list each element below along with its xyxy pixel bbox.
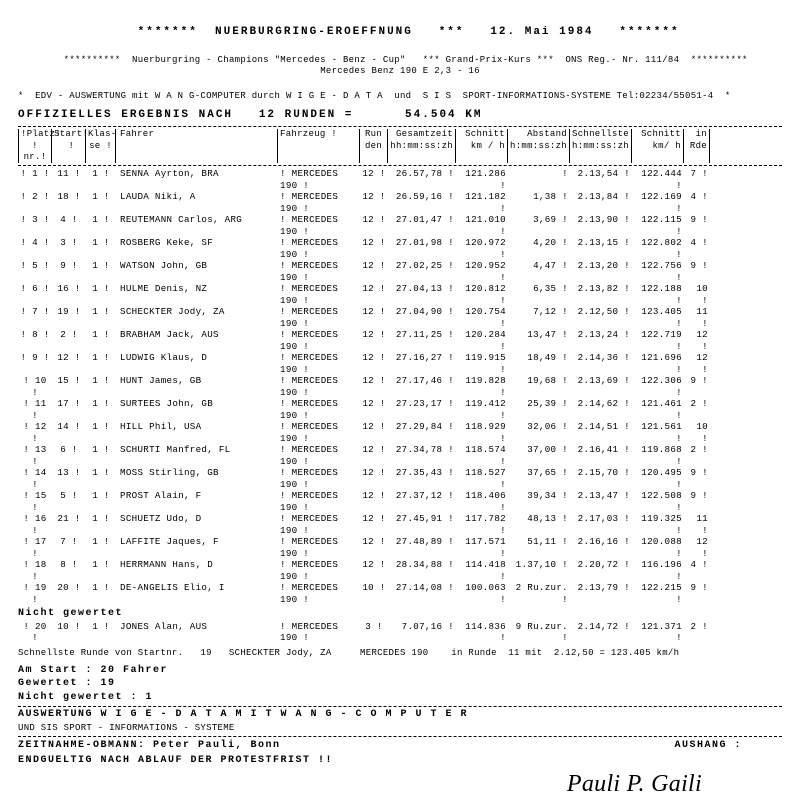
gewertet: Gewertet : 19 [18, 678, 782, 691]
aushang: AUSHANG : [674, 740, 782, 753]
table-row: ! 8 !2 !1 !BRABHAM Jack, AUS! MERCEDES 1… [18, 329, 782, 352]
am-start: Am Start : 20 Fahrer [18, 665, 782, 678]
nicht-gewertet-count: Nicht gewertet : 1 [18, 692, 782, 705]
header-line2: ********** Nuerburgring - Champions "Mer… [18, 44, 782, 67]
auswertung: AUSWERTUNG W I G E - D A T A M I T W A N… [18, 709, 782, 722]
table-row: ! 12 !14 !1 !HILL Phil, USA! MERCEDES 19… [18, 421, 782, 444]
table-row: ! 16 !21 !1 !SCHUETZ Udo, D! MERCEDES 19… [18, 513, 782, 536]
table-row: ! 4 !3 !1 !ROSBERG Keke, SF! MERCEDES 19… [18, 237, 782, 260]
table-row: ! 20 !10 !1 !JONES Alan, AUS! MERCEDES 1… [18, 621, 782, 644]
auswertung2: UND SIS SPORT - INFORMATIONS - SYSTEME [18, 723, 782, 734]
endgueltig: ENDGUELTIG NACH ABLAUF DER PROTESTFRIST … [18, 755, 782, 768]
table-row: ! 5 !9 !1 !WATSON John, GB! MERCEDES 190… [18, 260, 782, 283]
fastest-lap: Schnellste Runde von Startnr. 19 SCHECKT… [18, 648, 782, 659]
table-row: ! 18 !8 !1 !HERRMANN Hans, D! MERCEDES 1… [18, 559, 782, 582]
table-row: ! 1 !11 !1 !SENNA Ayrton, BRA! MERCEDES … [18, 168, 782, 191]
table-row: ! 6 !16 !1 !HULME Denis, NZ! MERCEDES 19… [18, 283, 782, 306]
nicht-gewertet-title: Nicht gewertet [18, 608, 782, 621]
results-table: !Platz!! nr.! Start! ! Klas-se ! Fahrer … [18, 126, 782, 605]
official-result-title: OFFIZIELLES ERGEBNIS NACH 12 RUNDEN = 54… [18, 109, 782, 123]
edv-line: * EDV - AUSWERTUNG mit W A N G-COMPUTER … [18, 91, 782, 102]
signature: Pauli P. Gaili [18, 769, 782, 799]
table-row: ! 10 !15 !1 !HUNT James, GB! MERCEDES 19… [18, 375, 782, 398]
zeitnahme: ZEITNAHME-OBMANN: Peter Pauli, Bonn [18, 740, 281, 753]
table-row: ! 15 !5 !1 !PROST Alain, F! MERCEDES 190… [18, 490, 782, 513]
table-row: ! 9 !12 !1 !LUDWIG Klaus, D! MERCEDES 19… [18, 352, 782, 375]
table-row: ! 14 !13 !1 !MOSS Stirling, GB! MERCEDES… [18, 467, 782, 490]
table-row: ! 3 !4 !1 !REUTEMANN Carlos, ARG! MERCED… [18, 214, 782, 237]
table-row: ! 13 !6 !1 !SCHURTI Manfred, FL! MERCEDE… [18, 444, 782, 467]
table-row: ! 2 !18 !1 !LAUDA Niki, A! MERCEDES 190 … [18, 191, 782, 214]
table-header: !Platz!! nr.! Start! ! Klas-se ! Fahrer … [18, 129, 782, 163]
table-row: ! 19 !20 !1 !DE-ANGELIS Elio, I! MERCEDE… [18, 582, 782, 605]
header-line3: Mercedes Benz 190 E 2,3 - 16 [18, 66, 782, 77]
table-row: ! 11 !17 !1 !SURTEES John, GB! MERCEDES … [18, 398, 782, 421]
table-row: ! 17 !7 !1 !LAFFITE Jaques, F! MERCEDES … [18, 536, 782, 559]
header-line1: ******* NUERBURGRING-EROEFFNUNG *** 12. … [18, 12, 782, 40]
table-row: ! 7 !19 !1 !SCHECKTER Jody, ZA! MERCEDES… [18, 306, 782, 329]
